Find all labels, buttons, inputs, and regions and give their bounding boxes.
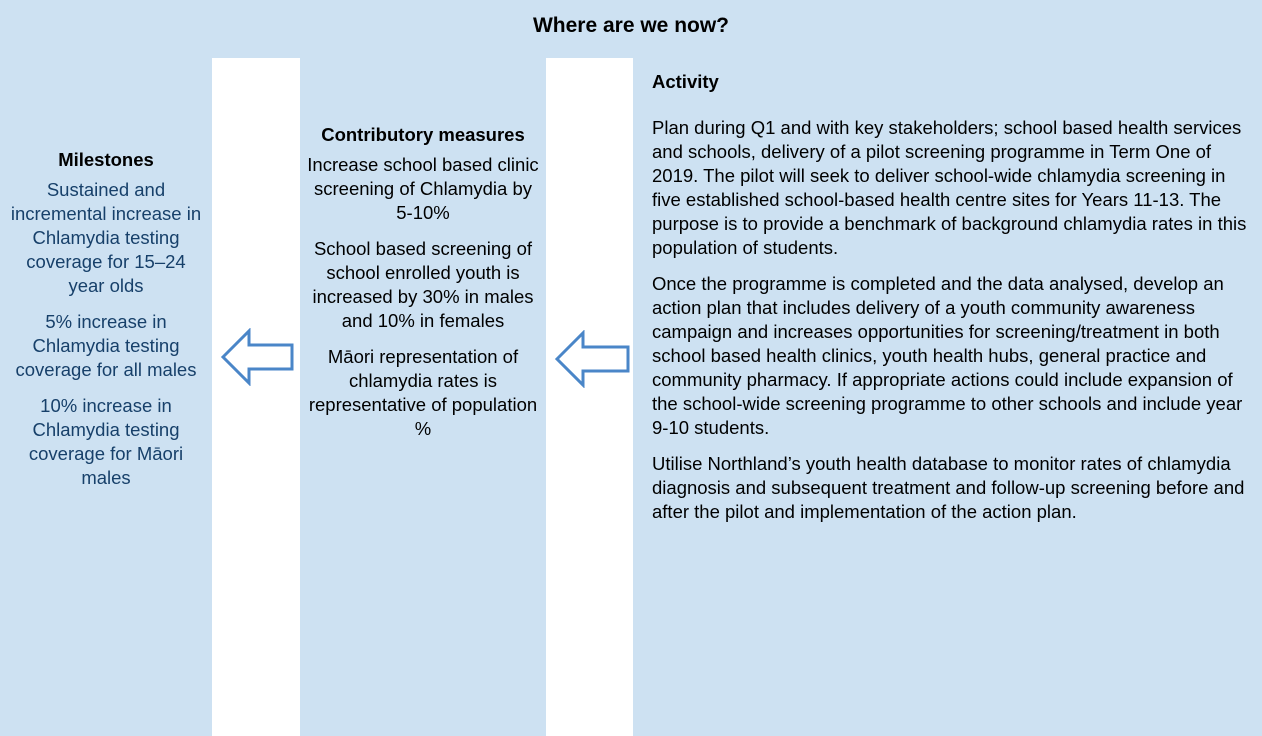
paragraph: Once the programme is completed and the … — [652, 273, 1243, 438]
activity: Activity Plan during Q1 and with key sta… — [652, 70, 1248, 536]
paragraph: 10% increase in Chlamydia testing covera… — [28, 395, 184, 488]
paragraph: Plan during Q1 and with key stakeholders… — [652, 117, 1247, 258]
paragraph: Increase school based clinic screening o… — [307, 154, 539, 223]
paragraph: 5% increase in Chlamydia testing coverag… — [15, 311, 197, 380]
contributory-measures: Contributory measures Increase school ba… — [306, 123, 540, 453]
divider — [546, 58, 633, 736]
paragraph: Utilise Northland’s youth health databas… — [652, 453, 1245, 522]
heading: Milestones — [58, 149, 154, 170]
heading: Contributory measures — [321, 124, 525, 145]
paragraph: School based screening of school enrolle… — [312, 238, 534, 331]
arrow-left — [220, 328, 294, 386]
arrow-left — [554, 330, 630, 388]
title: Where are we now? — [532, 14, 730, 37]
paragraph: Sustained and incremental increase in Ch… — [10, 179, 202, 296]
heading: Activity — [652, 71, 719, 92]
divider — [212, 58, 300, 736]
milestones: Milestones Sustained and incremental inc… — [8, 148, 204, 502]
paragraph: Māori representation of chlamydia rates … — [308, 346, 538, 439]
